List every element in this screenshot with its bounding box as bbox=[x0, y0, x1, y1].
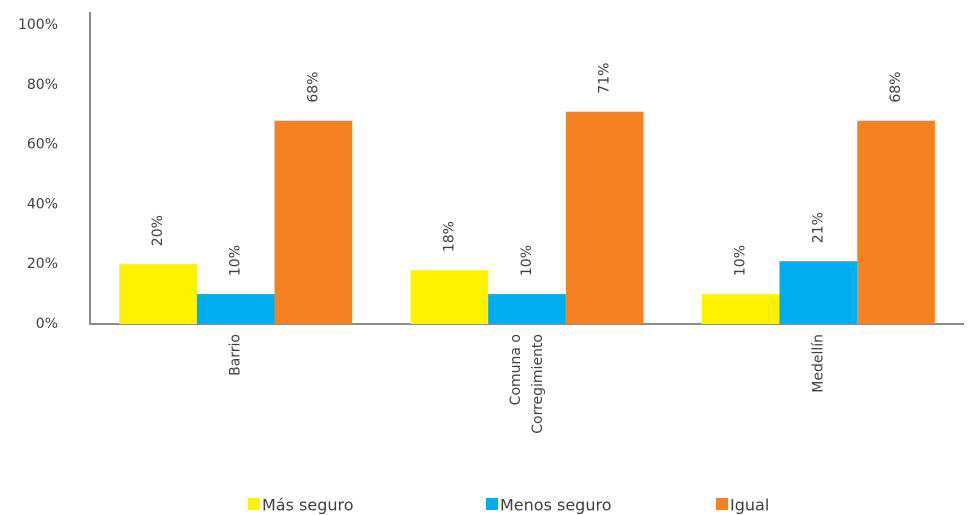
bar bbox=[565, 111, 644, 325]
y-tick-label: 80% bbox=[27, 77, 58, 93]
legend-swatch bbox=[248, 498, 260, 510]
bar bbox=[410, 270, 489, 324]
value-label: 10% bbox=[519, 245, 535, 276]
legend-label: Igual bbox=[730, 496, 769, 515]
bar bbox=[274, 120, 353, 325]
legend-swatch bbox=[486, 498, 498, 510]
legend-label: Más seguro bbox=[262, 496, 354, 515]
bar bbox=[779, 261, 858, 324]
value-label: 18% bbox=[441, 221, 457, 252]
x-tick-label: Barrio bbox=[228, 334, 244, 376]
bar bbox=[701, 294, 780, 324]
y-tick-label: 100% bbox=[18, 17, 58, 33]
bar bbox=[196, 294, 275, 324]
y-tick-label: 40% bbox=[27, 196, 58, 212]
value-label: 68% bbox=[305, 72, 321, 103]
value-label: 71% bbox=[597, 63, 613, 94]
bar bbox=[857, 120, 935, 325]
value-label: 21% bbox=[810, 212, 826, 243]
bar bbox=[119, 264, 197, 324]
value-label: 20% bbox=[150, 215, 166, 246]
y-tick-label: 20% bbox=[27, 256, 58, 272]
value-label: 68% bbox=[888, 72, 904, 103]
value-label: 10% bbox=[733, 245, 749, 276]
y-tick-label: 0% bbox=[36, 316, 58, 332]
legend-label: Menos seguro bbox=[500, 496, 612, 515]
x-tick-label: Comuna o Corregimiento bbox=[508, 334, 546, 434]
value-label: 10% bbox=[228, 245, 244, 276]
bar bbox=[488, 294, 566, 324]
legend-swatch bbox=[716, 498, 728, 510]
x-tick-label: Medellín bbox=[810, 334, 826, 393]
y-tick-label: 60% bbox=[27, 137, 58, 153]
